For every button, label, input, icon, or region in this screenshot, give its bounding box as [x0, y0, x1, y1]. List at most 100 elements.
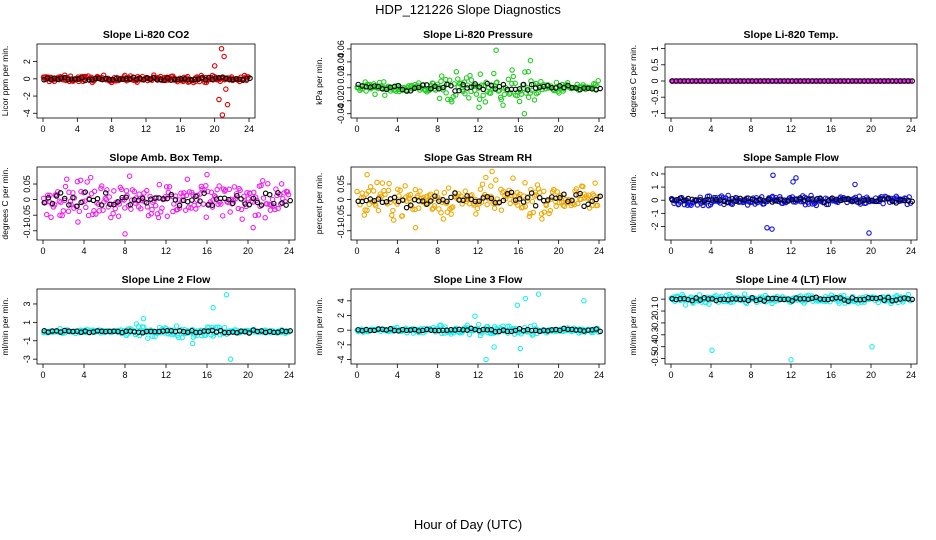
- data-point: [522, 69, 528, 75]
- mean-point: [212, 75, 219, 81]
- data-point: [560, 202, 566, 209]
- data-point: [527, 210, 533, 217]
- mean-point: [98, 202, 105, 208]
- mean-point: [250, 195, 257, 202]
- data-point: [373, 202, 379, 209]
- data-point: [147, 193, 153, 200]
- x-tick-label: 20: [210, 124, 220, 134]
- data-point: [507, 90, 514, 96]
- mean-point: [143, 200, 150, 206]
- mean-point: [283, 202, 289, 208]
- data-point: [769, 226, 775, 232]
- data-point: [63, 176, 70, 182]
- data-point: [382, 191, 388, 198]
- mean-point: [287, 197, 293, 204]
- data-point: [98, 183, 105, 189]
- x-tick-label: 24: [284, 246, 294, 256]
- data-point: [483, 174, 489, 181]
- data-point: [203, 182, 209, 189]
- mean-point: [127, 202, 134, 208]
- data-point: [526, 213, 533, 220]
- data-point: [216, 183, 222, 189]
- data-point: [141, 324, 147, 330]
- data-point: [525, 94, 532, 100]
- y-axis-label: ml/min per min.: [628, 297, 638, 355]
- mean-point: [516, 86, 523, 92]
- data-point: [282, 198, 288, 205]
- data-point: [96, 208, 103, 214]
- data-point: [399, 213, 406, 219]
- y-tick-label: 1: [650, 46, 660, 51]
- data-point: [438, 209, 444, 216]
- data-point: [208, 189, 215, 196]
- mean-point: [246, 330, 252, 336]
- mean-point: [275, 190, 281, 196]
- x-tick-label: 20: [866, 124, 876, 134]
- data-point: [57, 212, 63, 218]
- data-point: [260, 195, 267, 201]
- y-tick-label: 0: [650, 78, 660, 83]
- mean-point: [885, 195, 891, 202]
- data-point: [450, 204, 456, 210]
- y-tick-label: 4: [336, 298, 346, 303]
- data-point: [436, 95, 443, 102]
- y-axis-label: kPa per min.: [314, 57, 324, 105]
- data-point: [462, 188, 469, 194]
- data-point: [581, 298, 587, 304]
- mean-point: [68, 76, 75, 82]
- data-point: [252, 212, 258, 219]
- data-point: [65, 208, 72, 215]
- data-point: [275, 205, 281, 212]
- mean-point: [178, 76, 185, 82]
- x-tick-label: 0: [354, 124, 359, 134]
- y-axis-label: Licor ppm per min.: [0, 46, 10, 116]
- data-point: [250, 224, 256, 231]
- data-point: [379, 180, 386, 186]
- x-tick-label: 0: [668, 124, 673, 134]
- data-point: [163, 184, 170, 190]
- data-point: [152, 202, 159, 209]
- mean-point: [853, 196, 859, 203]
- data-point: [462, 90, 468, 97]
- mean-point: [92, 75, 99, 82]
- mean-point: [415, 84, 422, 91]
- y-tick-label: -2: [22, 92, 32, 100]
- mean-point: [49, 200, 56, 207]
- y-tick-label: -0.2: [650, 315, 660, 331]
- plot-title: Slope Line 4 (LT) Flow: [736, 274, 847, 286]
- mean-point: [192, 76, 198, 83]
- data-point: [493, 177, 499, 183]
- y-axis-label: degrees C per min.: [628, 45, 638, 117]
- y-tick-label: 1: [650, 185, 660, 190]
- mean-point: [182, 76, 188, 82]
- data-point: [530, 209, 537, 216]
- y-tick-label: 0: [22, 197, 32, 202]
- data-point: [93, 211, 99, 217]
- x-tick-label: 16: [513, 124, 523, 134]
- x-tick-label: 20: [866, 246, 876, 256]
- data-point: [507, 200, 513, 207]
- data-point: [697, 194, 703, 201]
- x-tick-label: 16: [826, 124, 836, 134]
- x-tick-label: 16: [513, 370, 523, 380]
- mean-point: [452, 190, 458, 196]
- data-point: [444, 96, 451, 103]
- data-point: [788, 357, 794, 363]
- x-tick-label: 0: [354, 246, 359, 256]
- mean-point: [565, 82, 571, 89]
- mean-point: [246, 202, 252, 208]
- mean-point: [168, 77, 174, 83]
- data-point: [553, 203, 559, 210]
- data-point: [706, 193, 713, 199]
- data-point: [489, 168, 495, 175]
- x-tick-label: 12: [473, 370, 483, 380]
- mean-point: [383, 199, 390, 205]
- data-point: [126, 173, 133, 179]
- mean-point: [189, 197, 195, 203]
- data-point: [74, 178, 81, 185]
- y-axis-label: ml/min per min.: [314, 297, 324, 355]
- x-tick-label: 24: [906, 246, 916, 256]
- mean-point: [561, 191, 567, 197]
- mean-point: [70, 194, 76, 201]
- y-axis-label: ml/min per min.: [628, 174, 638, 232]
